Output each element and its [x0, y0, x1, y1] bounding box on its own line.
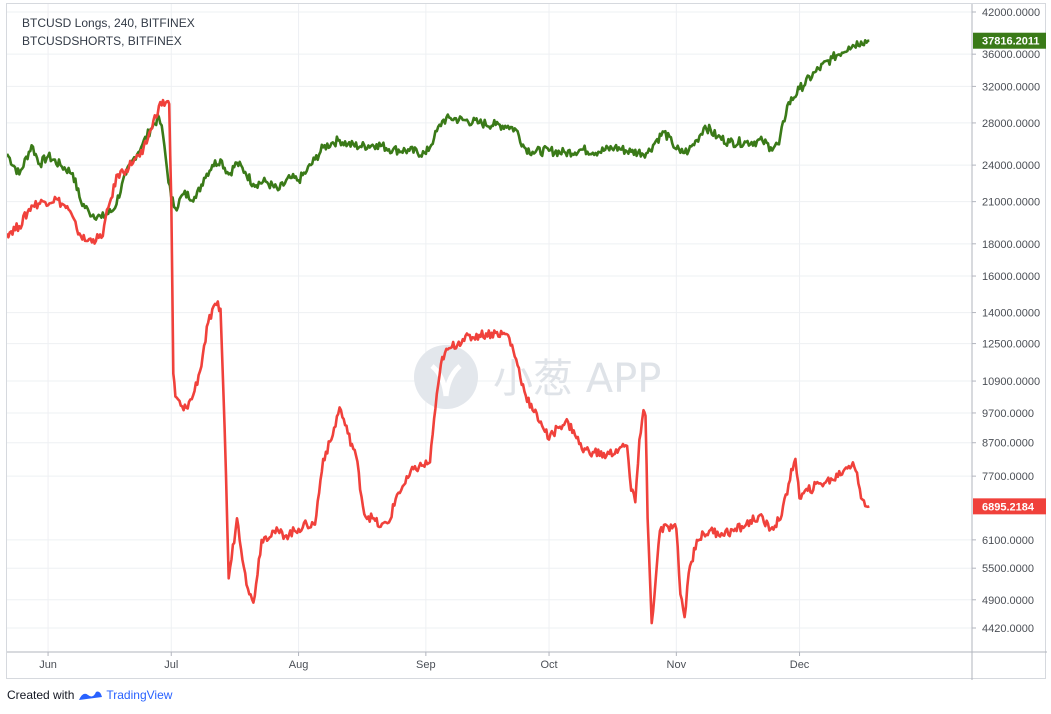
series-line-longs[interactable] [7, 39, 870, 221]
y-tick-label: 7700.0000 [982, 471, 1034, 483]
series-line-shorts[interactable] [7, 98, 870, 625]
y-tick-label: 6100.0000 [982, 535, 1034, 547]
grid-layer [7, 4, 972, 652]
legend-shorts[interactable]: BTCUSDSHORTS, BITFINEX [22, 34, 182, 48]
x-tick-label: Jul [164, 659, 178, 671]
y-tick-label: 9700.0000 [982, 408, 1034, 420]
chart-plot[interactable]: 小葱 APP 42000.0000 36000.0000 32000.0000 280… [7, 4, 1047, 680]
x-tick-label: Oct [540, 659, 557, 671]
price-axis[interactable]: 42000.0000 36000.0000 32000.0000 28000.0000… [972, 7, 1040, 635]
created-with-label: Created with [7, 688, 75, 702]
y-tick-label: 32000.0000 [982, 81, 1040, 93]
y-tick-label: 28000.0000 [982, 118, 1040, 130]
watermark-logo-icon [414, 345, 478, 409]
price-tag-shorts: 6895.2184 [982, 501, 1035, 513]
y-tick-label: 4900.0000 [982, 595, 1034, 607]
x-tick-label: Aug [289, 659, 309, 671]
y-tick-label: 24000.0000 [982, 160, 1040, 172]
y-tick-label: 10900.0000 [982, 376, 1040, 388]
y-tick-label: 8700.0000 [982, 438, 1034, 450]
x-tick-label: Sep [416, 659, 436, 671]
price-tag-bg [973, 32, 1046, 49]
x-tick-label: Nov [667, 659, 687, 671]
y-tick-label: 12500.0000 [982, 339, 1040, 351]
y-tick-label: 4420.0000 [982, 623, 1034, 635]
tradingview-logo-icon [79, 691, 103, 700]
y-tick-label: 18000.0000 [982, 239, 1040, 251]
watermark-leaf-icon [430, 364, 462, 397]
y-tick-label: 5500.0000 [982, 563, 1034, 575]
x-tick-label: Dec [790, 659, 810, 671]
time-axis[interactable]: Jun Jul Aug Sep Oct Nov Dec [39, 652, 810, 671]
price-tag-bg [973, 498, 1046, 515]
series-layer [7, 39, 870, 625]
price-tags: 37816.2011 6895.2184 [973, 32, 1046, 515]
y-tick-label: 16000.0000 [982, 271, 1040, 283]
y-tick-label: 42000.0000 [982, 7, 1040, 19]
price-tag-longs: 37816.2011 [982, 36, 1040, 48]
chart-frame: 小葱 APP 42000.0000 36000.0000 32000.0000 280… [6, 3, 1047, 680]
y-tick-label: 21000.0000 [982, 197, 1040, 209]
legend-longs[interactable]: BTCUSD Longs, 240, BITFINEX [22, 16, 195, 30]
footer-attribution[interactable]: Created with TradingView [7, 688, 172, 702]
y-tick-label: 14000.0000 [982, 308, 1040, 320]
x-tick-label: Jun [39, 659, 57, 671]
watermark: 小葱 APP [414, 345, 661, 409]
y-tick-label: 36000.0000 [982, 49, 1040, 61]
tradingview-brand[interactable]: TradingView [106, 688, 173, 702]
